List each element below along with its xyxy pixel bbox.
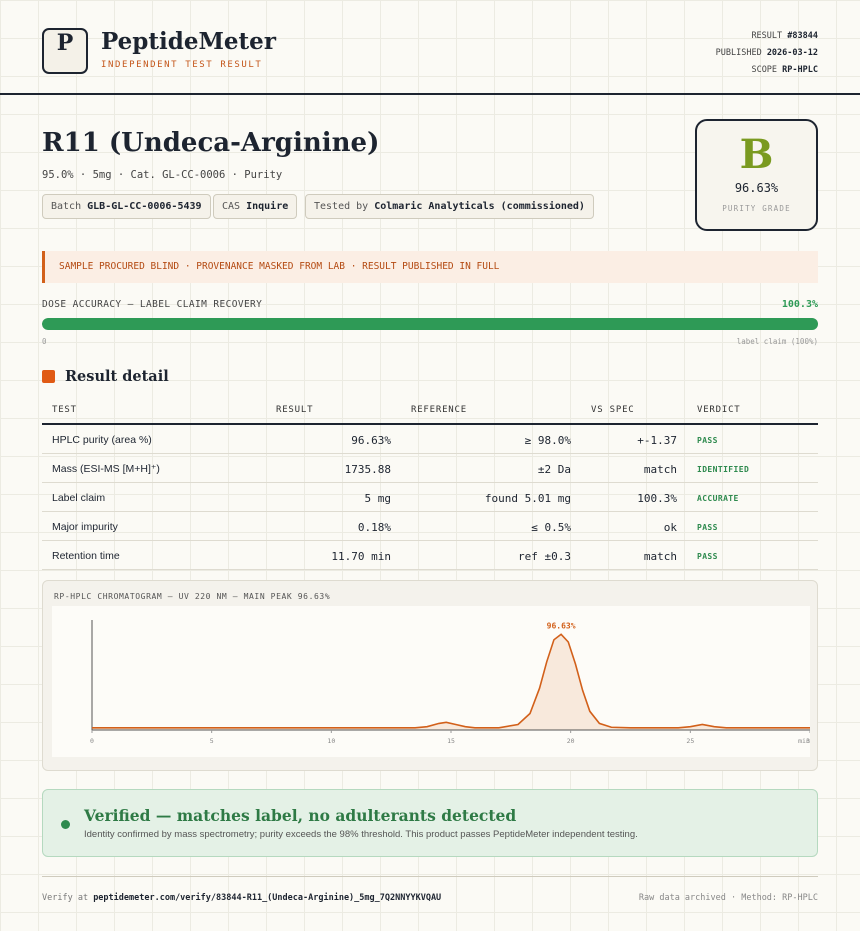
chip: CAS Inquire	[213, 194, 298, 219]
verified-box: Verified — matches label, no adulterants…	[42, 789, 818, 857]
section-icon	[42, 370, 55, 383]
vs-spec: 100.3%	[637, 492, 677, 505]
result: 1735.88	[344, 463, 391, 476]
chip: Tested by Colmaric Analyticals (commissi…	[305, 194, 594, 219]
vs-spec: ok	[663, 521, 677, 534]
grade-box: B 96.63% PURITY GRADE	[695, 119, 818, 231]
x-tick-label: 5	[210, 737, 214, 745]
grade-letter: B	[739, 131, 774, 178]
vs-spec: match	[643, 550, 677, 563]
grade-purity: 96.63%	[734, 181, 779, 195]
result-meta: RESULT #83844 PUBLISHED 2026-03-12 SCOPE R…	[716, 28, 818, 79]
verdict: PASS	[697, 523, 718, 532]
verified-title: Verified — matches label, no adulterants…	[84, 806, 517, 825]
vs-spec: match	[643, 463, 677, 476]
product-subtitle: 95.0% · 5mg · Cat. GL-CC-0006 · Purity	[42, 169, 283, 181]
section-heading: Result detail	[65, 368, 169, 385]
meta-value: #83844	[787, 31, 818, 41]
chip-value: Inquire	[246, 201, 289, 212]
x-tick-label: 15	[447, 737, 455, 745]
table-header-rule	[42, 423, 818, 425]
dose-scale-start: 0	[42, 337, 47, 346]
column-header: VS SPEC	[591, 405, 635, 415]
verdict: ACCURATE	[697, 494, 739, 503]
x-tick-label: 0	[90, 737, 94, 745]
product-title: R11 (Undeca-Arginine)	[42, 128, 380, 158]
result: 5 mg	[364, 492, 392, 505]
footer-right: Raw data archived · Method: RP-HPLC	[638, 893, 818, 903]
dose-value: 100.3%	[781, 299, 818, 310]
reference: ≤ 0.5%	[531, 521, 571, 534]
verdict: PASS	[697, 552, 718, 561]
header-rule	[0, 93, 860, 95]
column-header: TEST	[52, 405, 77, 415]
chart-title: RP-HPLC CHROMATOGRAM — UV 220 NM — MAIN …	[54, 592, 331, 601]
column-header: VERDICT	[697, 405, 741, 415]
x-tick-label: 30	[806, 737, 810, 745]
verify-url[interactable]: peptidemeter.com/verify/83844-R11_(Undec…	[93, 893, 442, 903]
footer-rule	[42, 876, 818, 877]
reference: found 5.01 mg	[484, 492, 571, 505]
chip-value: Colmaric Analyticals (commissioned)	[374, 201, 585, 212]
meta-label: RESULT	[751, 31, 783, 41]
x-tick-label: 10	[327, 737, 335, 745]
result: 96.63%	[351, 434, 391, 447]
table-row: Retention time 11.70 min ref ±0.3 match PASS	[42, 541, 818, 570]
brand: PeptideMeter	[101, 28, 276, 55]
tagline: INDEPENDENT TEST RESULT	[101, 60, 263, 70]
meta-value: RP-HPLC	[782, 65, 818, 75]
dose-track	[42, 318, 818, 330]
peak-area	[92, 634, 810, 730]
reference: ≥ 98.0%	[524, 434, 571, 447]
x-unit: min	[798, 737, 810, 745]
meta-label: SCOPE	[751, 65, 778, 75]
x-tick-label: 20	[567, 737, 575, 745]
notice: SAMPLE PROCURED BLIND · PROVENANCE MASKE…	[42, 251, 818, 283]
table-row: Label claim 5 mg found 5.01 mg 100.3% ACCURA…	[42, 483, 818, 512]
table-row: HPLC purity (area %) 96.63% ≥ 98.0% +-1.37 P…	[42, 425, 818, 454]
x-tick-label: 25	[686, 737, 694, 745]
peak-label: 96.63%	[547, 621, 576, 630]
verified-dot	[61, 820, 70, 829]
result: 11.70 min	[331, 550, 391, 563]
chip-value: GLB-GL-CC-0006-5439	[87, 201, 202, 212]
dose-scale-end: label claim (100%)	[736, 337, 818, 346]
chip-label: Batch	[51, 201, 82, 212]
result: 0.18%	[357, 521, 391, 534]
table-row: Mass (ESI-MS [M+H]⁺) 1735.88 ±2 Da match IDE…	[42, 454, 818, 483]
table-row: Major impurity 0.18% ≤ 0.5% ok PASS	[42, 512, 818, 541]
test-name: Mass (ESI-MS [M+H]⁺)	[52, 463, 160, 475]
meta-row: RESULT #83844	[716, 28, 818, 45]
grade-caption: PURITY GRADE	[722, 204, 791, 213]
chip-label: CAS	[222, 201, 241, 212]
logo: P	[42, 28, 88, 74]
test-name: Label claim	[52, 492, 106, 504]
chip-label: Tested by	[314, 201, 369, 212]
dose-bar	[42, 318, 818, 330]
meta-row: SCOPE RP-HPLC	[716, 62, 818, 79]
vs-spec: +-1.37	[637, 434, 677, 447]
chip: Batch GLB-GL-CC-0006-5439	[42, 194, 211, 219]
verified-text: Identity confirmed by mass spectrometry;…	[84, 829, 638, 840]
chromatogram: 0 5 10 15 20 25 30min 96.63%	[52, 606, 810, 757]
dose-label: DOSE ACCURACY — LABEL CLAIM RECOVERY	[42, 299, 263, 310]
verdict: IDENTIFIED	[697, 465, 750, 474]
column-header: RESULT	[276, 405, 314, 415]
verdict: PASS	[697, 436, 718, 445]
test-name: Retention time	[52, 550, 120, 562]
footer-verify: Verify at peptidemeter.com/verify/83844-…	[42, 893, 441, 903]
verify-prefix: Verify at	[42, 893, 89, 903]
meta-label: PUBLISHED	[715, 48, 762, 58]
test-name: HPLC purity (area %)	[52, 434, 152, 446]
trace	[92, 633, 810, 729]
reference: ref ±0.3	[518, 550, 571, 563]
column-header: REFERENCE	[411, 405, 467, 415]
reference: ±2 Da	[537, 463, 571, 476]
meta-row: PUBLISHED 2026-03-12	[716, 45, 818, 62]
test-name: Major impurity	[52, 521, 118, 533]
meta-value: 2026-03-12	[766, 48, 818, 58]
